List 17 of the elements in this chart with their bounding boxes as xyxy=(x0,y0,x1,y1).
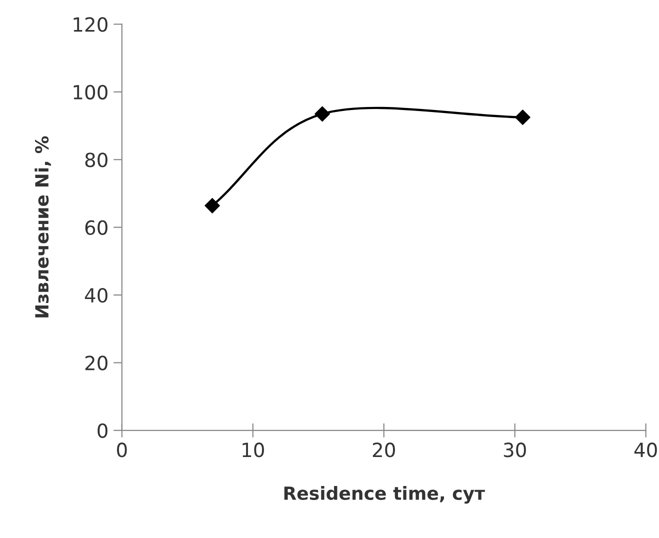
x-tick-label: 0 xyxy=(117,442,127,458)
y-tick-label: 40 xyxy=(84,288,108,303)
point xyxy=(204,198,220,214)
y-tick-label: 80 xyxy=(85,152,108,168)
y-tick-label: 20 xyxy=(85,356,108,370)
x-axis-title: Residence time, сут xyxy=(284,486,485,504)
x-tick-label: 20 xyxy=(372,442,395,458)
y-axis-title: Извлечение Ni, % xyxy=(34,136,51,318)
x-tick-label: 10 xyxy=(242,442,264,458)
x-tick-label: 40 xyxy=(634,442,657,458)
y-tick-label: 60 xyxy=(85,220,108,235)
point xyxy=(515,110,530,125)
x-tick-label: 30 xyxy=(504,442,526,458)
y-tick-label: 120 xyxy=(74,17,108,32)
point xyxy=(314,106,330,122)
y-tick-label: 100 xyxy=(74,84,108,100)
y-tick-label: 0 xyxy=(98,423,108,438)
